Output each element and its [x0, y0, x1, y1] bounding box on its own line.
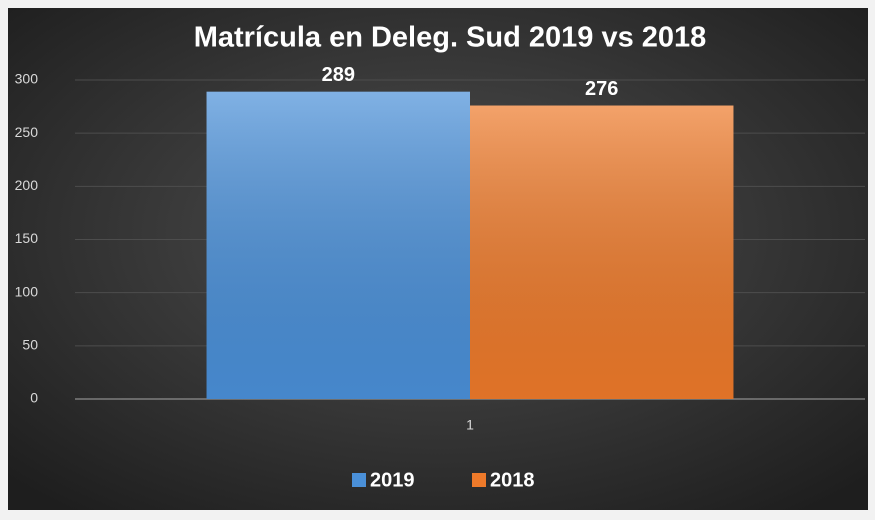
legend-swatch — [472, 473, 486, 487]
value-label: 289 — [322, 64, 355, 86]
bar — [206, 91, 470, 400]
legend-label: 2018 — [490, 469, 535, 491]
y-tick-label: 50 — [22, 337, 38, 353]
x-tick-label: 1 — [466, 417, 474, 433]
y-tick-label: 250 — [15, 124, 39, 140]
y-tick-label: 200 — [15, 177, 39, 193]
y-tick-label: 100 — [15, 283, 39, 299]
y-tick-label: 150 — [15, 230, 39, 246]
value-label: 276 — [585, 78, 618, 100]
legend-label: 2019 — [370, 469, 415, 491]
chart-title: Matrícula en Deleg. Sud 2019 vs 2018 — [194, 22, 707, 54]
y-tick-label: 0 — [30, 390, 38, 406]
y-tick-label: 300 — [15, 71, 39, 87]
legend-swatch — [352, 473, 366, 487]
bar — [470, 105, 734, 400]
